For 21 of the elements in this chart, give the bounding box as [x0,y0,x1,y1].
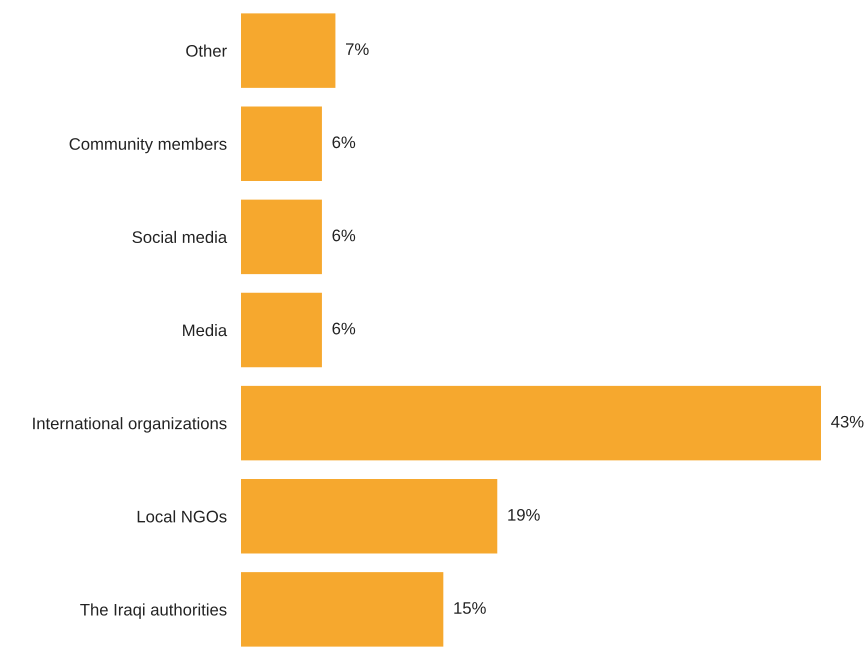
bar [241,200,322,274]
bar [241,386,821,460]
data-label: 6% [332,136,356,148]
bar [241,13,336,88]
data-label: 6% [332,230,356,242]
data-label: 15% [454,602,486,614]
bar [241,479,498,554]
bar [241,572,444,647]
y-tick-label: Social media [132,230,228,244]
data-label: 6% [332,322,356,334]
bar [241,292,322,368]
y-tick-label: The Iraqi authorities [80,603,227,619]
data-label: 19% [508,508,540,521]
data-label: 43% [831,416,864,428]
y-tick-label: Other [186,44,227,57]
y-tick-label: International organizations [33,417,227,433]
data-label: 7% [346,43,369,55]
y-tick-label: Community members [70,138,227,154]
y-tick-label: Media [183,324,228,336]
bar [241,106,322,181]
y-tick-label: Local NGOs [138,510,227,522]
